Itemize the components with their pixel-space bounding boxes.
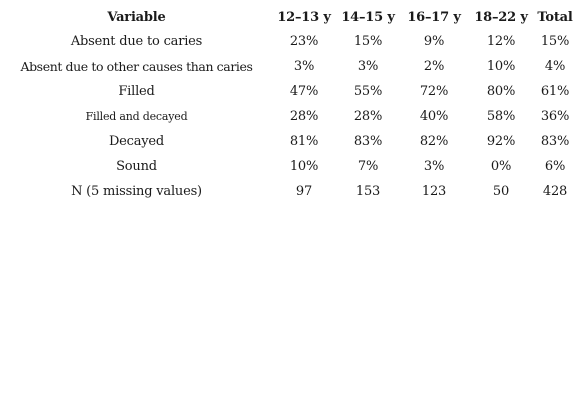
cell-value: 7%: [357, 159, 379, 174]
table-row: Sound 10% 7% 3% 0% 6%: [0, 154, 575, 179]
header-age-18-22: 18–22 y: [474, 9, 528, 25]
cell-value: 40%: [419, 109, 449, 124]
header-age-16-17: 16–17 y: [407, 9, 461, 25]
header-variable: Variable: [107, 9, 166, 25]
cell-value: 28%: [289, 109, 319, 124]
cell-value: 15%: [353, 34, 383, 49]
cell-value: 10%: [486, 59, 516, 74]
cell-value: 47%: [289, 84, 319, 99]
cell-value: 83%: [353, 134, 383, 149]
row-label: Absent due to caries: [70, 34, 203, 49]
row-label: Sound: [116, 159, 157, 174]
cell-value: 83%: [540, 134, 570, 149]
cell-value: 72%: [419, 84, 449, 99]
cell-value: 15%: [540, 34, 570, 49]
cell-value: 428: [542, 184, 568, 199]
cell-value: 36%: [540, 109, 570, 124]
cell-value: 28%: [353, 109, 383, 124]
header-age-12-13: 12–13 y: [277, 9, 331, 25]
cell-value: 61%: [540, 84, 570, 99]
cell-value: 4%: [544, 59, 566, 74]
row-label: Filled and decayed: [85, 110, 188, 123]
table-row: N (5 missing values) 97 153 123 50 428: [0, 179, 575, 204]
table-header-row: Variable 12–13 y 14–15 y 16–17 y 18–22 y…: [0, 5, 575, 29]
cell-value: 153: [355, 184, 381, 199]
cell-value: 50: [492, 184, 510, 199]
table-row: Decayed 81% 83% 82% 92% 83%: [0, 129, 575, 154]
cell-value: 81%: [289, 134, 319, 149]
header-total: Total: [537, 9, 573, 25]
cell-value: 97: [295, 184, 313, 199]
row-label: Decayed: [108, 134, 165, 149]
table-row: Absent due to caries 23% 15% 9% 12% 15%: [0, 29, 575, 54]
cell-value: 55%: [353, 84, 383, 99]
table-row: Filled 47% 55% 72% 80% 61%: [0, 79, 575, 104]
cell-value: 0%: [490, 159, 512, 174]
row-label: Filled: [118, 84, 155, 99]
cell-value: 9%: [423, 34, 445, 49]
cell-value: 80%: [486, 84, 516, 99]
cell-value: 123: [421, 184, 447, 199]
results-table: Variable 12–13 y 14–15 y 16–17 y 18–22 y…: [0, 5, 575, 204]
cell-value: 23%: [289, 34, 319, 49]
cell-value: 58%: [486, 109, 516, 124]
header-age-14-15: 14–15 y: [341, 9, 395, 25]
cell-value: 3%: [423, 159, 445, 174]
table-row: Absent due to other causes than caries 3…: [0, 54, 575, 79]
cell-value: 10%: [289, 159, 319, 174]
cell-value: 12%: [486, 34, 516, 49]
cell-value: 3%: [357, 59, 379, 74]
cell-value: 2%: [423, 59, 445, 74]
cell-value: 3%: [293, 59, 315, 74]
cell-value: 82%: [419, 134, 449, 149]
table-row: Filled and decayed 28% 28% 40% 58% 36%: [0, 104, 575, 129]
cell-value: 6%: [544, 159, 566, 174]
row-label: N (5 missing values): [71, 184, 202, 199]
row-label: Absent due to other causes than caries: [20, 59, 253, 74]
cell-value: 92%: [486, 134, 516, 149]
